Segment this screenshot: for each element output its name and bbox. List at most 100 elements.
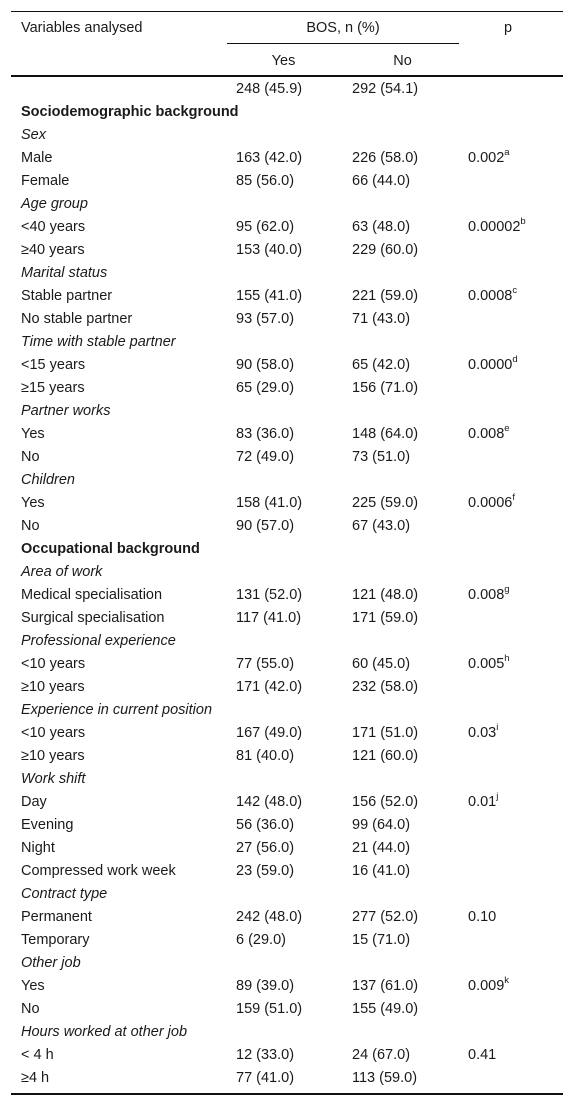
header-no: No xyxy=(393,53,412,69)
table-row: No 159 (51.0) 155 (49.0) xyxy=(0,998,574,1021)
cell-yes: 56 (36.0) xyxy=(236,817,295,833)
cell-yes: 167 (49.0) xyxy=(236,725,303,741)
cell-yes: 159 (51.0) xyxy=(236,1001,303,1017)
cell-yes: 163 (42.0) xyxy=(236,150,303,166)
cell-yes: 93 (57.0) xyxy=(236,311,295,327)
cell-yes: 131 (52.0) xyxy=(236,587,303,603)
cell-yes: 6 (29.0) xyxy=(236,932,286,948)
header-bos: BOS, n (%) xyxy=(306,20,380,36)
table-row: <10 years 77 (55.0) 60 (45.0) 0.005h xyxy=(0,653,574,676)
cell-p-value: 0.008g xyxy=(468,584,510,607)
cell-no: 156 (52.0) xyxy=(352,794,419,810)
variable-group-row: Area of work xyxy=(0,561,574,584)
cell-no: 15 (71.0) xyxy=(352,932,411,948)
cell-p-value: 0.0000d xyxy=(468,354,518,377)
cell-p-value: 0.41 xyxy=(468,1044,496,1067)
header-bos-rule xyxy=(227,43,459,44)
group-label: Area of work xyxy=(21,564,103,580)
section-label: Occupational background xyxy=(21,541,200,557)
table-row: Temporary 6 (29.0) 15 (71.0) xyxy=(0,929,574,952)
cell-yes: 81 (40.0) xyxy=(236,748,295,764)
cell-no: 16 (41.0) xyxy=(352,863,411,879)
row-label: <10 years xyxy=(21,725,86,741)
variable-group-row: Sex xyxy=(0,124,574,147)
table-row: ≥4 h 77 (41.0) 113 (59.0) xyxy=(0,1067,574,1090)
cell-yes: 90 (58.0) xyxy=(236,357,295,373)
row-label: No xyxy=(21,1001,40,1017)
p-value-text: 0.41 xyxy=(468,1047,497,1063)
cell-yes: 77 (41.0) xyxy=(236,1070,295,1086)
group-label: Age group xyxy=(21,196,88,212)
footnote-marker: e xyxy=(504,423,510,435)
variable-group-row: Experience in current position xyxy=(0,699,574,722)
footnote-marker: k xyxy=(504,975,510,987)
cell-yes: 90 (57.0) xyxy=(236,518,295,534)
cell-yes: 155 (41.0) xyxy=(236,288,303,304)
cell-no: 67 (43.0) xyxy=(352,518,411,534)
variable-group-row: Partner works xyxy=(0,400,574,423)
row-label: No stable partner xyxy=(21,311,133,327)
cell-p-value: 0.005h xyxy=(468,653,510,676)
table-row: Compressed work week 23 (59.0) 16 (41.0) xyxy=(0,860,574,883)
variable-group-row: Age group xyxy=(0,193,574,216)
row-label: < 4 h xyxy=(21,1047,54,1063)
footnote-marker: a xyxy=(504,147,510,159)
p-value-text: 0.0008 xyxy=(468,288,513,304)
table-row: < 4 h 12 (33.0) 24 (67.0) 0.41 xyxy=(0,1044,574,1067)
row-label: Female xyxy=(21,173,70,189)
group-label: Professional experience xyxy=(21,633,176,649)
row-label: Yes xyxy=(21,426,45,442)
variable-group-row: Professional experience xyxy=(0,630,574,653)
footnote-marker: h xyxy=(504,653,510,665)
table-row: Female 85 (56.0) 66 (44.0) xyxy=(0,170,574,193)
cell-p-value: 0.009k xyxy=(468,975,509,998)
cell-yes: 158 (41.0) xyxy=(236,495,303,511)
cell-yes: 27 (56.0) xyxy=(236,840,295,856)
table-row: Yes 158 (41.0) 225 (59.0) 0.0006f xyxy=(0,492,574,515)
cell-no: 21 (44.0) xyxy=(352,840,411,856)
table-row: Night 27 (56.0) 21 (44.0) xyxy=(0,837,574,860)
row-label: Compressed work week xyxy=(21,863,176,879)
section-label: Sociodemographic background xyxy=(21,104,239,120)
table-row: Day 142 (48.0) 156 (52.0) 0.01j xyxy=(0,791,574,814)
p-value-text: 0.01 xyxy=(468,794,497,810)
p-value-text: 0.002 xyxy=(468,150,505,166)
p-value-text: 0.0006 xyxy=(468,495,513,511)
row-label: Night xyxy=(21,840,55,856)
cell-yes: 153 (40.0) xyxy=(236,242,303,258)
table-row: ≥15 years 65 (29.0) 156 (71.0) xyxy=(0,377,574,400)
p-value-text: 0.03 xyxy=(468,725,497,741)
row-label: No xyxy=(21,518,40,534)
cell-no: 277 (52.0) xyxy=(352,909,419,925)
row-label: <10 years xyxy=(21,656,86,672)
table-row: Yes 83 (36.0) 148 (64.0) 0.008e xyxy=(0,423,574,446)
row-label: ≥15 years xyxy=(21,380,85,396)
cell-yes: 12 (33.0) xyxy=(236,1047,295,1063)
cell-yes: 117 (41.0) xyxy=(236,610,302,626)
p-value-text: 0.008 xyxy=(468,426,505,442)
cell-p-value: 0.10 xyxy=(468,906,496,929)
p-value-text: 0.10 xyxy=(468,909,497,925)
row-label: Day xyxy=(21,794,47,810)
row-label: Temporary xyxy=(21,932,90,948)
variable-group-row: Work shift xyxy=(0,768,574,791)
row-label: Medical specialisation xyxy=(21,587,163,603)
variable-group-row: Other job xyxy=(0,952,574,975)
table-bottom-rule xyxy=(11,1093,563,1095)
cell-no: 221 (59.0) xyxy=(352,288,419,304)
table-row: ≥40 years 153 (40.0) 229 (60.0) xyxy=(0,239,574,262)
row-label: Permanent xyxy=(21,909,92,925)
cell-yes: 89 (39.0) xyxy=(236,978,295,994)
cell-no: 71 (43.0) xyxy=(352,311,411,327)
row-label: Evening xyxy=(21,817,74,833)
row-label: Surgical specialisation xyxy=(21,610,165,626)
cell-no: 99 (64.0) xyxy=(352,817,411,833)
variable-group-row: Hours worked at other job xyxy=(0,1021,574,1044)
row-label: ≥10 years xyxy=(21,748,85,764)
cell-no: 24 (67.0) xyxy=(352,1047,411,1063)
cell-no: 229 (60.0) xyxy=(352,242,419,258)
group-label: Hours worked at other job xyxy=(21,1024,188,1040)
table-row: No 90 (57.0) 67 (43.0) xyxy=(0,515,574,538)
variable-group-row: Time with stable partner xyxy=(0,331,574,354)
